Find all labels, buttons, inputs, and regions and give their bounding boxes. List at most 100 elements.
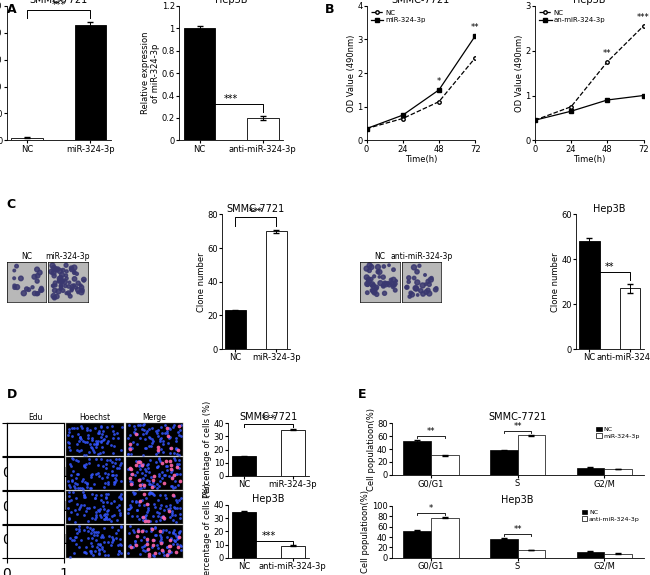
Point <box>96 490 106 499</box>
Point <box>94 472 104 481</box>
Point <box>155 456 166 465</box>
Bar <box>517 435 545 475</box>
Bar <box>75 25 106 140</box>
Circle shape <box>56 267 60 271</box>
Point <box>174 450 184 459</box>
Point <box>92 440 102 449</box>
Legend: NC, miR-324-3p: NC, miR-324-3p <box>595 426 640 439</box>
Point <box>142 536 153 546</box>
Point <box>97 530 107 539</box>
Circle shape <box>65 270 68 273</box>
Y-axis label: Percentage of cells (%): Percentage of cells (%) <box>203 401 212 498</box>
Point <box>55 455 66 464</box>
Circle shape <box>426 279 430 283</box>
Text: ***: *** <box>261 415 276 424</box>
Circle shape <box>59 283 63 288</box>
Point <box>170 536 180 546</box>
Y-axis label: OD Value (490nm): OD Value (490nm) <box>515 34 524 112</box>
Circle shape <box>378 276 381 278</box>
Circle shape <box>387 282 392 287</box>
Point <box>155 530 166 539</box>
Point <box>68 466 79 476</box>
Point <box>124 528 134 537</box>
Point <box>93 540 103 549</box>
Point <box>136 495 147 504</box>
Point <box>164 541 174 550</box>
Circle shape <box>36 292 40 295</box>
Point <box>159 478 170 487</box>
Circle shape <box>417 294 419 296</box>
Point <box>127 437 138 446</box>
Circle shape <box>52 274 56 278</box>
Point <box>85 538 96 547</box>
Point <box>150 490 160 500</box>
NC <box>435 98 443 105</box>
Point <box>148 490 159 499</box>
Bar <box>579 242 599 349</box>
Point <box>165 500 176 509</box>
Point <box>134 515 144 524</box>
Point <box>171 470 181 479</box>
Circle shape <box>391 286 394 289</box>
Point <box>72 430 83 439</box>
Point <box>116 423 127 432</box>
Point <box>144 488 155 497</box>
Point <box>170 503 181 512</box>
Point <box>125 522 135 531</box>
Circle shape <box>374 285 378 289</box>
Point <box>98 434 109 443</box>
Point <box>124 542 134 551</box>
Point <box>157 546 168 555</box>
Point <box>81 543 91 552</box>
Point <box>109 510 120 519</box>
Point <box>144 489 155 498</box>
Point <box>100 464 110 473</box>
Point <box>55 532 66 541</box>
Point <box>69 481 79 490</box>
Point <box>127 477 138 486</box>
Point <box>157 468 168 477</box>
Point <box>14 548 25 557</box>
Bar <box>281 430 305 476</box>
Point <box>112 428 122 438</box>
Circle shape <box>75 273 79 275</box>
Point <box>96 454 106 463</box>
Point <box>133 420 144 430</box>
Point <box>168 539 179 549</box>
Point <box>12 543 23 552</box>
Point <box>134 484 144 493</box>
Title: anti-miR-324-3p: anti-miR-324-3p <box>391 252 453 261</box>
Circle shape <box>13 269 16 272</box>
Point <box>149 472 159 481</box>
Point <box>164 506 174 515</box>
Point <box>137 473 148 482</box>
Point <box>82 482 92 491</box>
Circle shape <box>427 291 432 296</box>
Point <box>107 511 118 520</box>
Point <box>81 522 92 531</box>
Point <box>88 480 99 489</box>
Point <box>168 515 179 524</box>
Point <box>153 508 164 517</box>
Point <box>99 505 109 514</box>
Point <box>175 527 185 536</box>
Circle shape <box>70 289 73 292</box>
Point <box>72 423 82 432</box>
Point <box>79 450 89 459</box>
Circle shape <box>367 278 370 281</box>
Circle shape <box>35 292 39 296</box>
Point <box>64 492 75 501</box>
Title: SMMC-7721: SMMC-7721 <box>30 0 88 5</box>
Point <box>167 472 177 481</box>
Point <box>89 447 99 456</box>
Point <box>100 509 110 518</box>
Point <box>153 446 163 455</box>
Circle shape <box>53 296 57 300</box>
Circle shape <box>387 282 390 285</box>
Point <box>150 549 160 558</box>
Point <box>99 515 110 524</box>
Point <box>90 436 101 446</box>
Point <box>161 462 172 471</box>
Circle shape <box>405 286 408 289</box>
miR-324-3p <box>435 86 443 93</box>
